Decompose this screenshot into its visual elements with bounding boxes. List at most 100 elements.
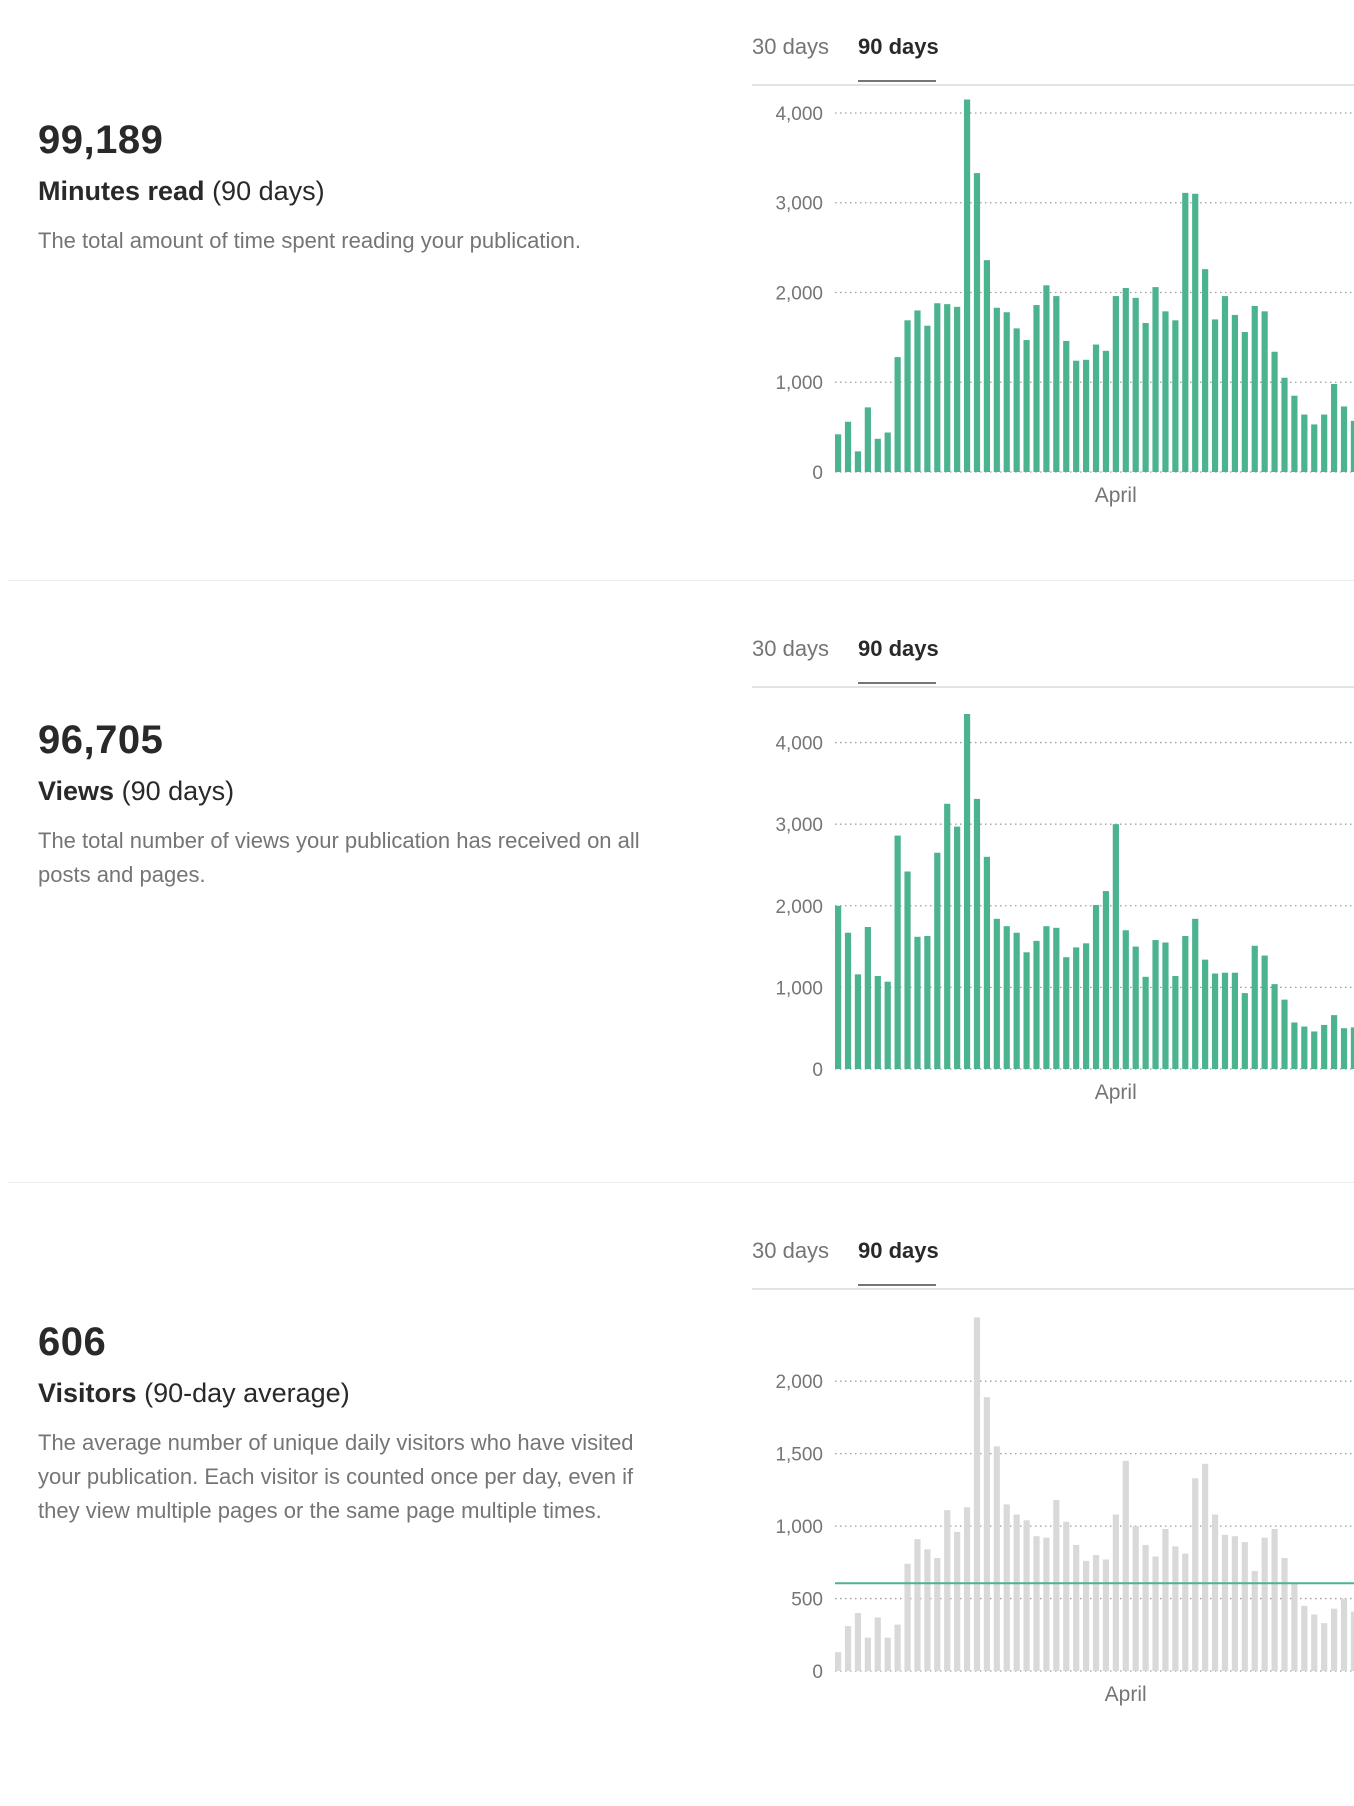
chart-bar[interactable]	[1073, 360, 1080, 472]
chart-bar[interactable]	[1231, 1536, 1238, 1671]
chart-bar[interactable]	[854, 1613, 862, 1671]
chart-bar[interactable]	[1172, 1546, 1179, 1671]
chart-bar[interactable]	[864, 927, 871, 1069]
chart-bar[interactable]	[894, 357, 901, 472]
chart-bar[interactable]	[1122, 288, 1129, 472]
chart-bar[interactable]	[1350, 420, 1354, 472]
chart-bar[interactable]	[944, 1510, 951, 1671]
chart-bar[interactable]	[1241, 331, 1248, 472]
chart-bar[interactable]	[924, 935, 931, 1069]
chart-bar[interactable]	[1172, 320, 1179, 472]
chart-bar[interactable]	[1301, 414, 1308, 472]
chart-bar[interactable]	[1073, 947, 1080, 1069]
chart-bar[interactable]	[1301, 1605, 1308, 1671]
chart-bar[interactable]	[1261, 311, 1268, 472]
chart-bar[interactable]	[1063, 340, 1070, 472]
tab-30-days[interactable]: 30 days	[752, 1238, 830, 1263]
chart-bar[interactable]	[914, 936, 921, 1069]
chart-bar[interactable]	[1211, 319, 1219, 472]
chart-bar[interactable]	[1033, 305, 1040, 472]
chart-bar[interactable]	[1092, 1555, 1100, 1671]
chart-bar[interactable]	[894, 835, 901, 1069]
chart-bar[interactable]	[983, 856, 990, 1069]
chart-bar[interactable]	[904, 320, 911, 472]
chart-bar[interactable]	[1350, 1611, 1354, 1671]
chart-bar[interactable]	[924, 325, 931, 472]
chart-bar[interactable]	[1231, 314, 1238, 472]
chart-bar[interactable]	[1311, 1614, 1318, 1671]
chart-bar[interactable]	[1122, 930, 1129, 1069]
chart-bar[interactable]	[973, 173, 981, 473]
chart-bar[interactable]	[983, 260, 990, 472]
chart-bar[interactable]	[954, 306, 961, 472]
chart-bar[interactable]	[835, 1652, 842, 1671]
chart-bar[interactable]	[1291, 395, 1298, 472]
tab-30-days[interactable]: 30 days	[752, 636, 830, 661]
chart-bar[interactable]	[1122, 1460, 1129, 1671]
chart-bar[interactable]	[1083, 359, 1090, 472]
chart-bar[interactable]	[1152, 1556, 1159, 1671]
chart-bar[interactable]	[993, 1446, 1000, 1671]
chart-bar[interactable]	[864, 407, 871, 472]
chart-bar[interactable]	[1241, 1542, 1248, 1671]
chart-bar[interactable]	[864, 1637, 871, 1671]
chart-bar[interactable]	[954, 826, 961, 1069]
chart-bar[interactable]	[1142, 976, 1149, 1069]
chart-bar[interactable]	[973, 798, 981, 1069]
chart-bar[interactable]	[874, 1617, 881, 1671]
chart-bar[interactable]	[1043, 926, 1050, 1069]
chart-bar[interactable]	[1211, 1514, 1219, 1671]
chart-bar[interactable]	[944, 304, 951, 472]
chart-bar[interactable]	[1092, 344, 1100, 472]
chart-bar[interactable]	[1221, 296, 1229, 472]
chart-bar[interactable]	[1281, 1557, 1288, 1671]
chart-bar[interactable]	[1350, 1027, 1354, 1069]
tab-30-days[interactable]: 30 days	[752, 34, 830, 59]
chart-bar[interactable]	[934, 303, 941, 472]
chart-bar[interactable]	[1192, 918, 1199, 1069]
chart-bar[interactable]	[1281, 999, 1288, 1069]
chart-bar[interactable]	[1340, 1598, 1348, 1671]
chart-bar[interactable]	[1271, 984, 1278, 1069]
chart-bar[interactable]	[1331, 1608, 1338, 1671]
chart-bar[interactable]	[934, 1557, 941, 1671]
chart-bar[interactable]	[1023, 952, 1030, 1069]
chart-bar[interactable]	[1202, 959, 1209, 1069]
chart-bar[interactable]	[1043, 1537, 1050, 1671]
chart-bar[interactable]	[1301, 1026, 1308, 1069]
chart-bar[interactable]	[1291, 1582, 1298, 1671]
chart-bar[interactable]	[1013, 932, 1020, 1069]
chart-bar[interactable]	[983, 1397, 990, 1671]
chart-bar[interactable]	[1321, 1024, 1328, 1069]
chart-bar[interactable]	[914, 310, 921, 472]
chart-bar[interactable]	[993, 918, 1000, 1069]
chart-bar[interactable]	[963, 1507, 971, 1671]
chart-bar[interactable]	[1102, 350, 1110, 472]
chart-bar[interactable]	[1142, 323, 1149, 472]
chart-bar[interactable]	[1083, 1560, 1090, 1671]
chart-bar[interactable]	[954, 1531, 961, 1671]
chart-bar[interactable]	[1271, 351, 1278, 472]
chart-bar[interactable]	[1281, 377, 1288, 472]
chart-bar[interactable]	[844, 932, 852, 1069]
chart-bar[interactable]	[1251, 305, 1258, 472]
chart-bar[interactable]	[1013, 1514, 1020, 1671]
chart-bar[interactable]	[1023, 340, 1030, 472]
chart-bar[interactable]	[1182, 192, 1189, 473]
chart-bar[interactable]	[884, 432, 891, 472]
chart-bar[interactable]	[854, 451, 862, 472]
chart-bar[interactable]	[973, 1317, 981, 1671]
chart-bar[interactable]	[1211, 973, 1219, 1069]
tab-90-days[interactable]: 90 days	[858, 1238, 939, 1263]
chart-bar[interactable]	[1291, 1022, 1298, 1069]
chart-bar[interactable]	[1162, 311, 1169, 472]
chart-bar[interactable]	[1172, 975, 1179, 1069]
chart-bar[interactable]	[1311, 1031, 1318, 1069]
chart-bar[interactable]	[844, 1626, 852, 1671]
chart-bar[interactable]	[874, 438, 881, 472]
chart-bar[interactable]	[1271, 1529, 1278, 1671]
chart-bar[interactable]	[874, 975, 881, 1069]
chart-bar[interactable]	[1241, 993, 1248, 1069]
chart-bar[interactable]	[1192, 1478, 1199, 1671]
chart-bar[interactable]	[1202, 1463, 1209, 1671]
